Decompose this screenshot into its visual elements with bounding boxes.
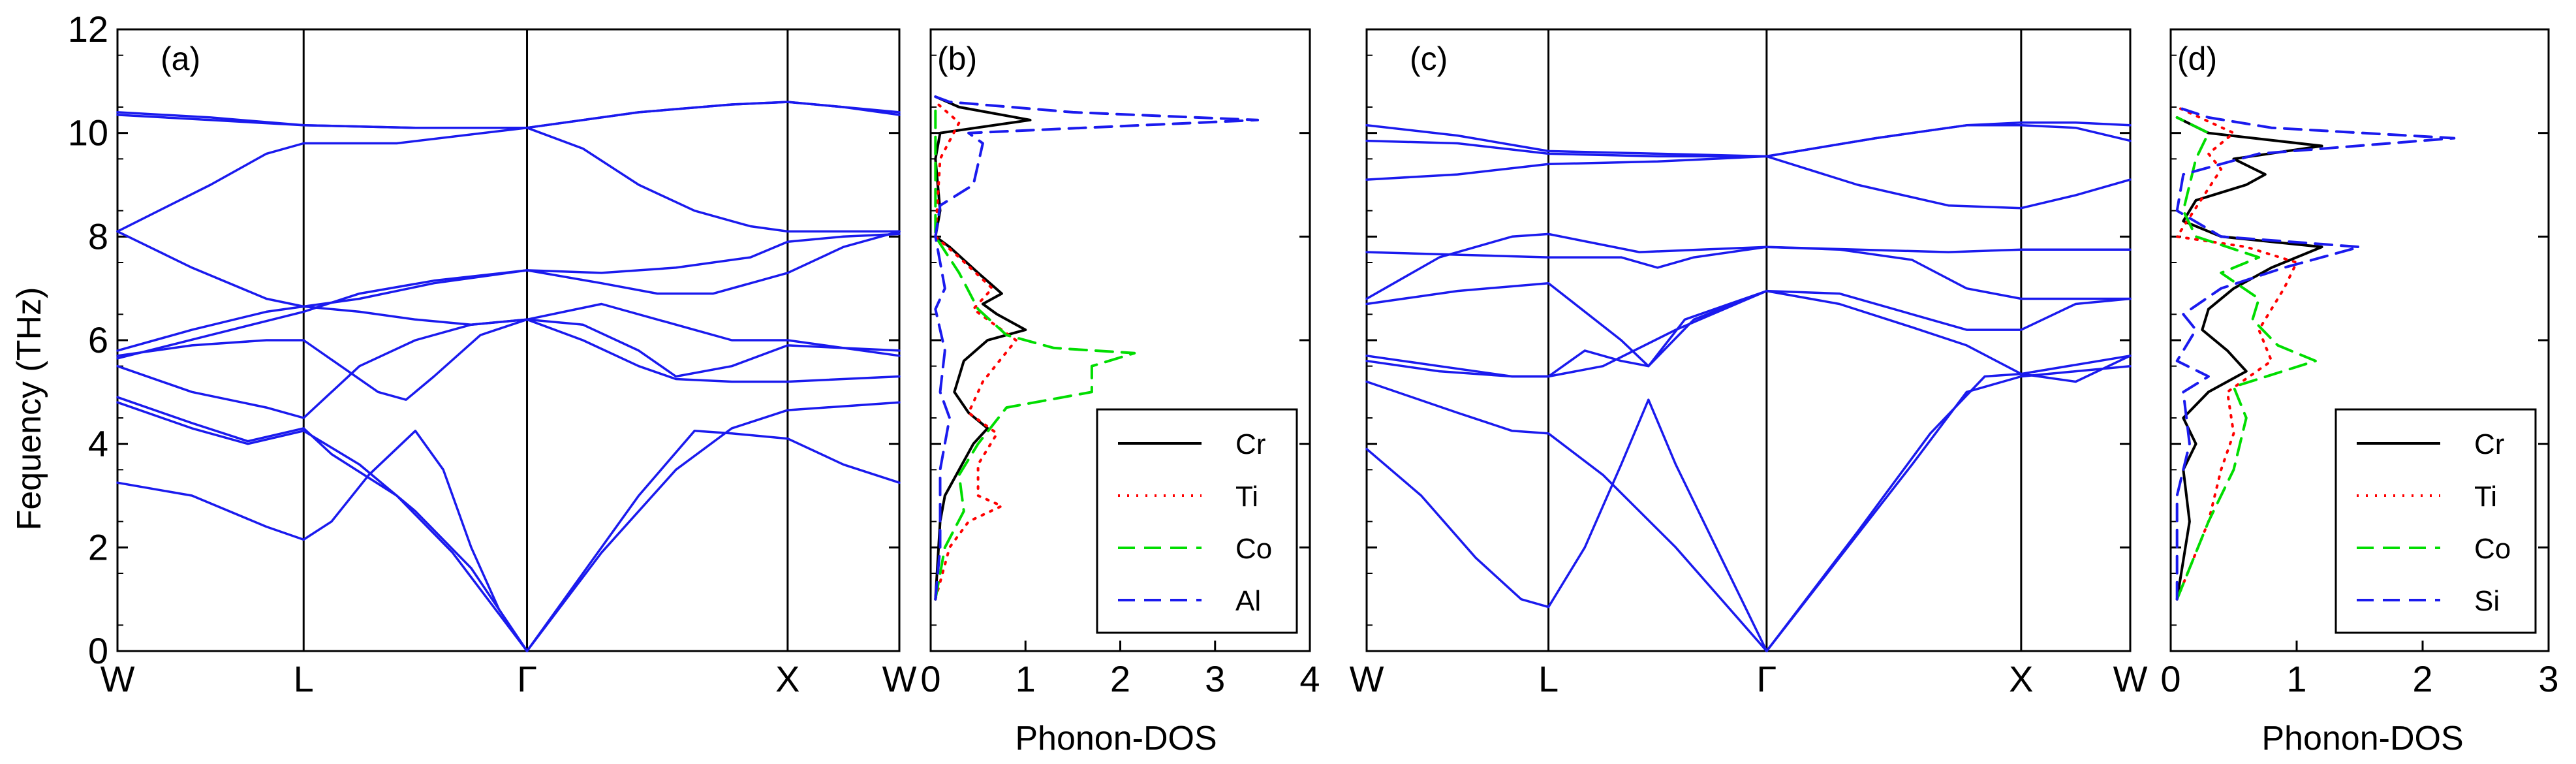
x-tick-label: 4 — [1299, 658, 1320, 699]
dos-x-axis-title-b: Phonon-DOS — [1015, 720, 1217, 757]
x-tick-label: 2 — [2412, 658, 2432, 699]
dos-x-axis-title-d: Phonon-DOS — [2261, 720, 2463, 757]
kpoint-label: W — [1350, 658, 1384, 699]
phonon-band-1 — [116, 430, 529, 652]
x-tick-label: 2 — [1110, 658, 1130, 699]
kpoint-label: Γ — [517, 658, 537, 699]
dos-series-al — [934, 95, 1260, 601]
kpoint-label: W — [2113, 658, 2148, 699]
x-tick-label: 3 — [1205, 658, 1225, 699]
legend-label-ti: Ti — [1235, 481, 1258, 513]
legend-label-co: Co — [1235, 533, 1272, 565]
panel-b: (b) 0 1 2 3 4 Cr Ti Co Al — [920, 28, 1320, 699]
y-tick-label: 8 — [88, 215, 108, 257]
phonon-band-9 — [1365, 246, 2132, 300]
phonon-band-6 — [1765, 355, 2132, 652]
legend-box — [1096, 408, 1298, 634]
phonon-band-7 — [1365, 281, 1768, 368]
x-tick-label: 3 — [2538, 658, 2558, 699]
y-tick-label: 12 — [68, 8, 108, 50]
kpoint-label: X — [2009, 658, 2033, 699]
panel-label: (a) — [161, 40, 200, 77]
phonon-band-12 — [116, 101, 901, 129]
phonon-band-2 — [116, 401, 529, 652]
phonon-band-3 — [1365, 289, 2132, 383]
dos-series-co — [934, 101, 1136, 601]
legend-label-cr: Cr — [2474, 428, 2504, 460]
phonon-band-4 — [1365, 289, 2132, 378]
legend-label-cr: Cr — [1235, 428, 1265, 460]
panel-c: (c) W L Γ X W — [1350, 28, 2148, 699]
kpoint-label: Γ — [1756, 658, 1777, 699]
phonon-band-12 — [1365, 121, 2132, 158]
phonon-band-8 — [1365, 232, 2132, 300]
phonon-band-7 — [116, 318, 901, 401]
y-tick-label: 4 — [88, 423, 108, 464]
y-tick-label: 10 — [68, 112, 108, 153]
x-tick-label: 1 — [2286, 658, 2306, 699]
kpoint-label: W — [882, 658, 917, 699]
phonon-band-13 — [116, 101, 901, 129]
y-tick-label: 2 — [88, 526, 108, 567]
y-tick-label: 0 — [88, 630, 108, 671]
phonon-band-5 — [525, 401, 901, 652]
phonon-band-5 — [1765, 364, 2132, 652]
y-axis-title: Fequency (THz) — [10, 287, 48, 531]
panel-label: (d) — [2177, 40, 2217, 77]
panel-a: 0 2 4 6 8 10 12 (a) W L Γ X W — [68, 8, 917, 699]
panel-d: (d) 0 1 2 3 Cr Ti Co Si — [2160, 28, 2559, 699]
x-tick-label: 0 — [920, 658, 940, 699]
dos-series-cr — [934, 95, 1032, 601]
x-tick-label: 1 — [1016, 658, 1036, 699]
legend-label-al: Al — [1235, 585, 1261, 617]
legend-box — [2335, 408, 2537, 634]
phonon-band-4 — [525, 430, 901, 652]
kpoint-label: L — [1538, 658, 1559, 699]
phonon-band-10 — [1365, 155, 2132, 210]
legend-label-si: Si — [2474, 585, 2500, 617]
kpoint-label: X — [775, 658, 799, 699]
phonon-band-10 — [116, 230, 901, 308]
dos-series-cr — [2175, 116, 2323, 601]
dos-series-ti — [2175, 106, 2298, 601]
phonon-band-11 — [116, 126, 901, 233]
phonon-band-3 — [116, 396, 529, 652]
y-tick-label: 6 — [88, 319, 108, 360]
legend-label-co: Co — [2474, 533, 2511, 565]
phonon-band-11 — [1365, 124, 2132, 158]
dos-series-co — [2175, 116, 2317, 601]
phonon-band-2 — [1365, 380, 1768, 652]
x-tick-label: 0 — [2160, 658, 2180, 699]
dos-series-si — [2175, 106, 2456, 601]
legend: Cr Ti Co Si — [2335, 408, 2537, 634]
phonon-band-9 — [116, 230, 901, 360]
panel-label: (b) — [937, 40, 977, 77]
phonon-band-6 — [116, 318, 901, 419]
legend-label-ti: Ti — [2474, 481, 2497, 513]
kpoint-label: L — [294, 658, 314, 699]
phonon-band-8 — [116, 302, 901, 357]
kpoint-label: W — [101, 658, 135, 699]
panel-label: (c) — [1410, 40, 1448, 77]
dos-series-ti — [934, 101, 1017, 601]
legend: Cr Ti Co Al — [1096, 408, 1298, 634]
phonon-band-1 — [1365, 398, 1768, 652]
